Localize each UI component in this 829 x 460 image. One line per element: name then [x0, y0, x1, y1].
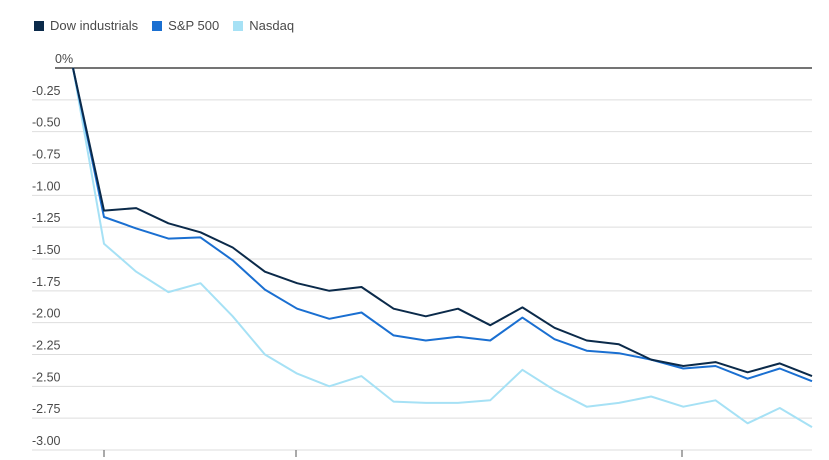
y-tick-label: -0.25: [32, 84, 61, 98]
legend-item-sp500: S&P 500: [152, 18, 219, 33]
legend-item-dow: Dow industrials: [34, 18, 138, 33]
legend-label-sp500: S&P 500: [168, 18, 220, 33]
series-line-s-p-500: [72, 67, 813, 383]
legend-label-dow: Dow industrials: [50, 18, 139, 33]
y-tick-label: -2.50: [32, 370, 61, 384]
y-tick-label: -3.00: [32, 434, 61, 448]
y-tick-label: -0.75: [32, 148, 61, 162]
legend-label-nasdaq: Nasdaq: [249, 18, 295, 33]
y-tick-label: -1.00: [32, 179, 61, 193]
legend-swatch-sp500: [152, 20, 163, 31]
y-tick-label: -0.50: [32, 116, 61, 130]
series-line-nasdaq: [72, 67, 813, 428]
y-tick-label: -2.00: [32, 307, 61, 321]
y-tick-label: -2.25: [32, 339, 61, 353]
y-tick-label: -1.25: [32, 211, 61, 225]
y-tick-label: -1.75: [32, 275, 61, 289]
series-line-dow-industrials: [72, 67, 813, 378]
legend-swatch-nasdaq: [233, 20, 244, 31]
legend-item-nasdaq: Nasdaq: [233, 18, 294, 33]
y-tick-label: 0%: [55, 52, 73, 66]
chart-legend: Dow industrials S&P 500 Nasdaq: [34, 18, 294, 33]
y-tick-label: -2.75: [32, 402, 61, 416]
y-tick-label: -1.50: [32, 243, 61, 257]
legend-swatch-dow: [34, 20, 44, 31]
